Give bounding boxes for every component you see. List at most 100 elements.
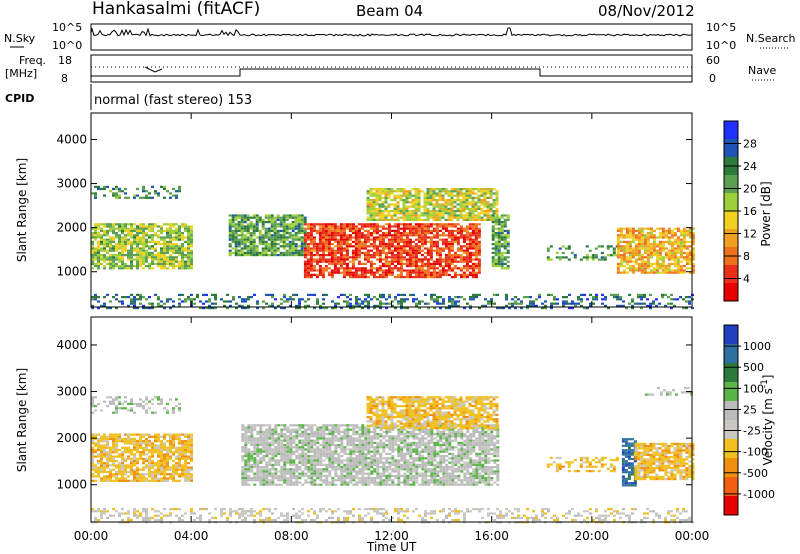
power-cell xyxy=(109,262,112,265)
power-cell xyxy=(94,247,97,250)
power-cell xyxy=(148,240,151,243)
power-cell xyxy=(670,234,674,237)
power-cell xyxy=(628,260,632,263)
power-cell xyxy=(187,256,190,259)
noise-left-tick-top: 10^5 xyxy=(52,21,82,34)
power-cell xyxy=(276,249,280,252)
power-cell xyxy=(240,236,244,239)
power-cell xyxy=(303,240,307,243)
velocity-cell xyxy=(97,473,100,476)
power-cell xyxy=(444,234,448,237)
velocity-cell xyxy=(121,402,124,405)
power-cell xyxy=(532,300,535,303)
power-cell xyxy=(628,251,632,254)
power-cell xyxy=(294,216,298,219)
power-cell xyxy=(387,205,391,208)
velocity-cell xyxy=(160,479,163,482)
power-cell xyxy=(450,260,454,263)
power-cell xyxy=(297,254,301,257)
velocity-cell xyxy=(100,457,103,460)
power-cell xyxy=(384,234,388,237)
power-cell xyxy=(282,223,286,226)
power-cell xyxy=(649,265,653,268)
power-cell xyxy=(234,223,238,226)
power-cell xyxy=(121,227,124,230)
power-cell xyxy=(327,249,331,252)
power-colorbar-step xyxy=(724,211,738,230)
power-cell xyxy=(435,258,439,261)
power-cell xyxy=(151,225,154,228)
power-cell xyxy=(330,229,334,232)
power-cell xyxy=(474,232,478,235)
velocity-cell xyxy=(277,461,281,464)
power-cell xyxy=(285,254,289,257)
power-cell xyxy=(477,188,481,191)
power-cell xyxy=(408,247,412,250)
power-cell xyxy=(369,245,373,248)
velocity-cell xyxy=(283,481,287,484)
velocity-cell xyxy=(139,402,142,405)
power-cell xyxy=(318,254,322,257)
power-cell xyxy=(366,232,370,235)
power-cell xyxy=(417,249,421,252)
power-cell xyxy=(441,205,445,208)
power-cell xyxy=(402,210,406,213)
beam-title: Beam 04 xyxy=(356,2,423,20)
power-cell xyxy=(369,232,373,235)
velocity-cell xyxy=(187,440,190,443)
power-cell xyxy=(435,223,439,226)
velocity-cell xyxy=(271,459,275,462)
velocity-cell xyxy=(112,479,115,482)
velocity-cell xyxy=(124,459,127,463)
power-cell xyxy=(172,223,175,226)
power-cell xyxy=(121,240,124,243)
power-cell xyxy=(462,207,466,210)
power-cell xyxy=(178,302,181,305)
power-cell xyxy=(441,190,445,193)
power-cell xyxy=(460,296,463,299)
velocity-cell xyxy=(136,402,139,405)
power-cell xyxy=(187,240,190,243)
power-cell xyxy=(118,300,121,303)
power-cell xyxy=(271,304,274,307)
power-cell xyxy=(588,249,592,252)
power-cell xyxy=(453,254,457,257)
velocity-cell xyxy=(166,473,169,476)
power-cell xyxy=(121,229,124,232)
power-cell xyxy=(465,207,469,210)
power-cell xyxy=(573,254,577,257)
power-cell xyxy=(405,227,409,230)
power-cell xyxy=(435,225,439,228)
power-cell xyxy=(148,227,151,230)
power-cell xyxy=(506,249,510,252)
power-cell xyxy=(151,267,154,270)
velocity-cell xyxy=(169,444,172,447)
power-cell xyxy=(291,227,295,230)
power-cell xyxy=(402,201,406,204)
power-cell xyxy=(646,260,650,263)
power-cell xyxy=(390,238,394,241)
power-cell xyxy=(322,293,325,296)
power-cell xyxy=(453,201,457,204)
velocity-cell xyxy=(190,442,193,445)
power-cell xyxy=(226,307,229,310)
power-cell xyxy=(381,216,385,219)
velocity-cell xyxy=(283,455,287,458)
velocity-cell xyxy=(133,433,136,436)
power-cell xyxy=(190,267,193,270)
power-cell xyxy=(339,232,343,235)
power-cell xyxy=(637,256,641,259)
power-cell xyxy=(378,205,382,208)
velocity-cell xyxy=(241,426,245,429)
power-cell xyxy=(670,251,674,254)
power-cell xyxy=(477,236,481,239)
power-cell xyxy=(420,240,424,243)
power-cell xyxy=(673,254,677,257)
velocity-cell xyxy=(94,396,97,399)
power-cell xyxy=(124,247,127,250)
power-cell xyxy=(405,260,409,263)
velocity-cell xyxy=(94,464,97,467)
power-cell xyxy=(375,203,379,206)
power-cell xyxy=(234,225,238,228)
power-cell xyxy=(491,225,495,228)
